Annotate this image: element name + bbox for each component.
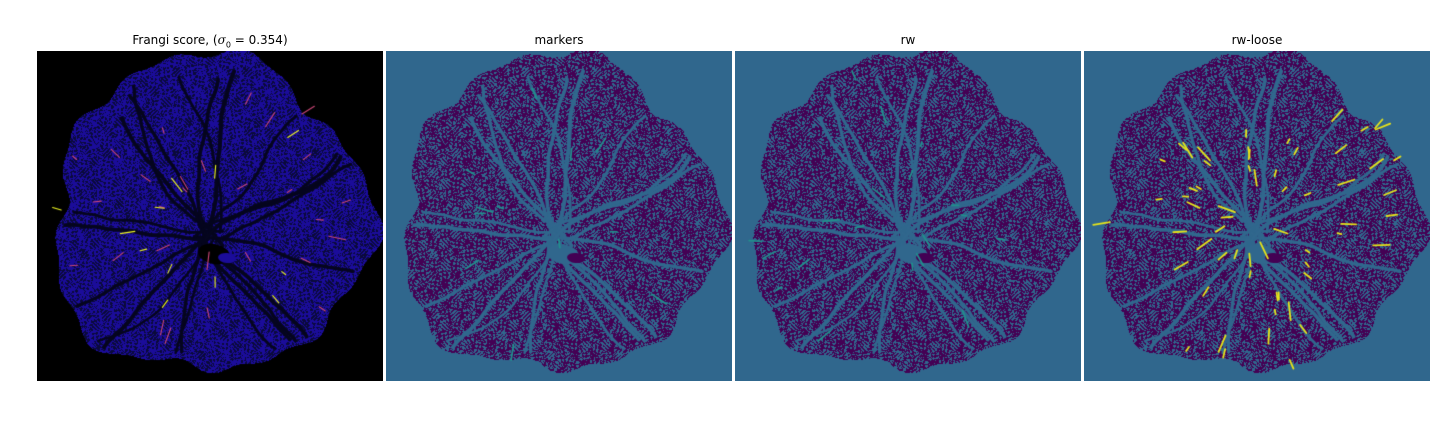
markers-image [386,51,732,381]
frangi-score-image [37,51,383,381]
frangi-panel-title: Frangi score, (σ0 = 0.354) [132,33,288,50]
rw-loose-panel-title: rw-loose [1231,33,1283,47]
rw-image [735,51,1081,381]
rw-loose-image [1084,51,1430,381]
markers-panel-title: markers [534,33,584,47]
rw-panel-title: rw [900,33,916,47]
